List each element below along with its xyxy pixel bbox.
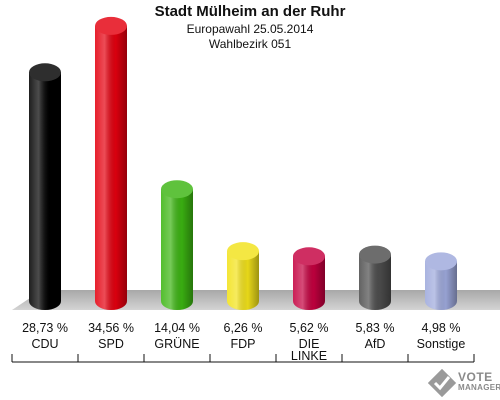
chart-subtitle-district: Wahlbezirk 051 [208,37,292,51]
value-label: 5,62 % [290,321,329,335]
category-label: CDU [31,337,58,351]
category-label: FDP [231,337,256,351]
vote-manager-logo [428,369,457,397]
logo-line1: VOTE [458,370,493,384]
bar-die-linke [293,247,325,310]
value-label: 14,04 % [154,321,200,335]
bar-grüne [161,180,193,310]
logo-line2: MANAGER [458,383,500,392]
bar-cdu [29,63,61,310]
category-label: LINKE [291,349,327,363]
value-label: 34,56 % [88,321,134,335]
chart-title: Stadt Mülheim an der Ruhr [154,3,346,20]
bar-afd [359,245,391,310]
logo-text: VOTE MANAGER [458,371,500,392]
value-label: 6,26 % [224,321,263,335]
bar-fdp [227,242,259,310]
category-label: GRÜNE [154,337,199,351]
category-label: DIE [299,337,320,351]
value-label: 28,73 % [22,321,68,335]
category-label: Sonstige [417,337,466,351]
chart-subtitle-election: Europawahl 25.05.2014 [186,22,314,36]
bar-spd [95,16,127,310]
check-mark-icon [428,369,457,397]
category-label: AfD [365,337,386,351]
bar-sonstige [425,252,457,310]
category-label: SPD [98,337,124,351]
value-label: 5,83 % [356,321,395,335]
value-label: 4,98 % [422,321,461,335]
